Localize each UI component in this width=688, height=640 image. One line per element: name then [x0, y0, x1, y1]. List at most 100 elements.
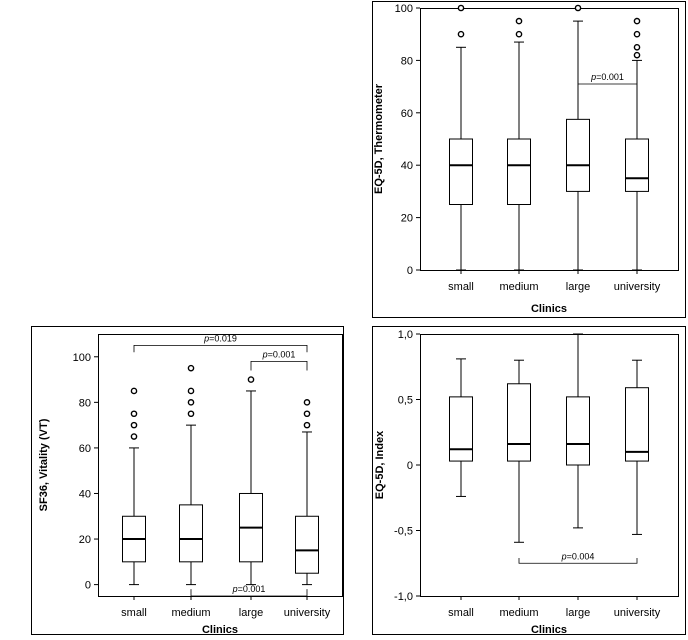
outlier-point — [633, 44, 641, 51]
y-tick-label: 100 — [73, 352, 91, 364]
outlier-point — [633, 17, 641, 25]
y-tick-label: -0,5 — [394, 526, 413, 538]
significance-bracket: p=0.019 — [133, 333, 308, 353]
outlier-point — [187, 399, 195, 406]
x-tick-label: university — [614, 281, 661, 293]
box-medium — [179, 364, 203, 586]
panel-frame — [372, 326, 686, 635]
outlier-point — [515, 30, 523, 38]
x-tick-label: small — [448, 607, 474, 619]
outlier-point — [303, 421, 311, 429]
box-university — [295, 399, 319, 586]
p-value-label: p=0.001 — [232, 584, 266, 594]
box-iqr — [179, 504, 203, 563]
box-iqr — [449, 138, 473, 205]
x-tick-label: small — [448, 281, 474, 293]
box-iqr — [625, 138, 649, 192]
box-large — [239, 376, 263, 586]
box-iqr — [566, 396, 590, 466]
box-medium — [507, 17, 531, 271]
box-iqr — [566, 118, 590, 192]
y-tick-label: 1,0 — [398, 329, 413, 341]
outlier-point — [130, 433, 138, 440]
x-tick-label: university — [614, 607, 661, 619]
bracket-line — [133, 344, 308, 353]
x-tick-label: small — [121, 607, 147, 619]
chart-panel-bottom-right: -1,0 -0,5 0 0,5 1,0 small medium large universit… — [372, 326, 686, 636]
outlier-point — [187, 410, 195, 418]
box-iqr — [449, 396, 473, 462]
bracket-line — [518, 558, 638, 564]
x-axis-label: Clinics — [202, 624, 238, 636]
y-tick-label: 20 — [401, 213, 413, 225]
bracket-line — [577, 76, 638, 85]
y-axis-label: EQ-5D, Thermometer — [373, 83, 385, 194]
plot-area — [420, 334, 679, 597]
x-axis-label: Clinics — [531, 303, 567, 315]
box-small — [449, 4, 473, 271]
y-tick-label: 40 — [79, 488, 91, 500]
p-value-label: p=0.004 — [561, 551, 595, 561]
box-large — [566, 4, 590, 271]
significance-bracket: p=0.001 — [250, 349, 308, 371]
x-tick-label: medium — [499, 607, 538, 619]
x-tick-label: large — [239, 607, 263, 619]
box-iqr — [295, 515, 319, 574]
plot-area — [98, 334, 343, 597]
panel-frame — [372, 1, 686, 318]
significance-bracket: p=0.001 — [190, 584, 308, 597]
outlier-point — [130, 387, 138, 395]
outlier-point — [457, 4, 465, 12]
outlier-point — [303, 410, 311, 418]
x-tick-label: medium — [499, 281, 538, 293]
bracket-line — [190, 589, 308, 597]
y-axis-label: EQ-5D, Index — [374, 430, 386, 499]
box-iqr — [507, 138, 531, 205]
significance-bracket: p=0.004 — [518, 551, 638, 564]
y-tick-label: 100 — [395, 3, 413, 15]
y-tick-label: 40 — [401, 160, 413, 172]
box-small — [449, 358, 473, 497]
y-tick-label: 0,5 — [398, 395, 413, 407]
outlier-point — [247, 376, 255, 383]
y-tick-label: 60 — [401, 108, 413, 120]
p-value-label: p=0.001 — [590, 72, 624, 82]
x-tick-label: medium — [171, 607, 210, 619]
significance-bracket: p=0.001 — [577, 72, 638, 85]
y-axis-label: SF36, Vitality (VT) — [38, 418, 50, 511]
outlier-point — [187, 364, 195, 372]
outlier-point — [574, 4, 582, 12]
box-iqr — [625, 387, 649, 462]
panel-frame — [31, 326, 344, 635]
x-axis-label: Clinics — [531, 624, 567, 636]
y-tick-label: -1,0 — [394, 591, 413, 603]
box-university — [625, 17, 649, 271]
bracket-line — [250, 360, 308, 371]
outlier-point — [130, 421, 138, 429]
x-tick-label: university — [284, 607, 331, 619]
box-large — [566, 333, 590, 529]
outlier-point — [633, 30, 641, 38]
y-tick-label: 60 — [79, 443, 91, 455]
y-tick-label: 80 — [79, 397, 91, 409]
outlier-point — [457, 30, 465, 38]
y-tick-label: 0 — [407, 460, 413, 472]
y-tick-label: 80 — [401, 55, 413, 67]
box-university — [625, 359, 649, 535]
p-value-label: p=0.019 — [203, 333, 237, 343]
box-iqr — [507, 383, 531, 462]
box-medium — [507, 359, 531, 543]
chart-panel-top-right: 0 20 40 60 80 100 small medium large university Cl… — [372, 1, 686, 318]
x-tick-label: large — [566, 281, 590, 293]
outlier-point — [130, 410, 138, 418]
outlier-point — [187, 387, 195, 395]
outlier-point — [633, 51, 641, 59]
box-small — [122, 387, 146, 586]
y-tick-label: 0 — [85, 580, 91, 592]
x-tick-label: large — [566, 607, 590, 619]
y-tick-label: 0 — [407, 265, 413, 277]
chart-panel-bottom-left: 0 20 40 60 80 100 small medium large university Cl… — [31, 326, 344, 636]
outlier-point — [515, 17, 523, 25]
p-value-label: p=0.001 — [262, 349, 296, 359]
